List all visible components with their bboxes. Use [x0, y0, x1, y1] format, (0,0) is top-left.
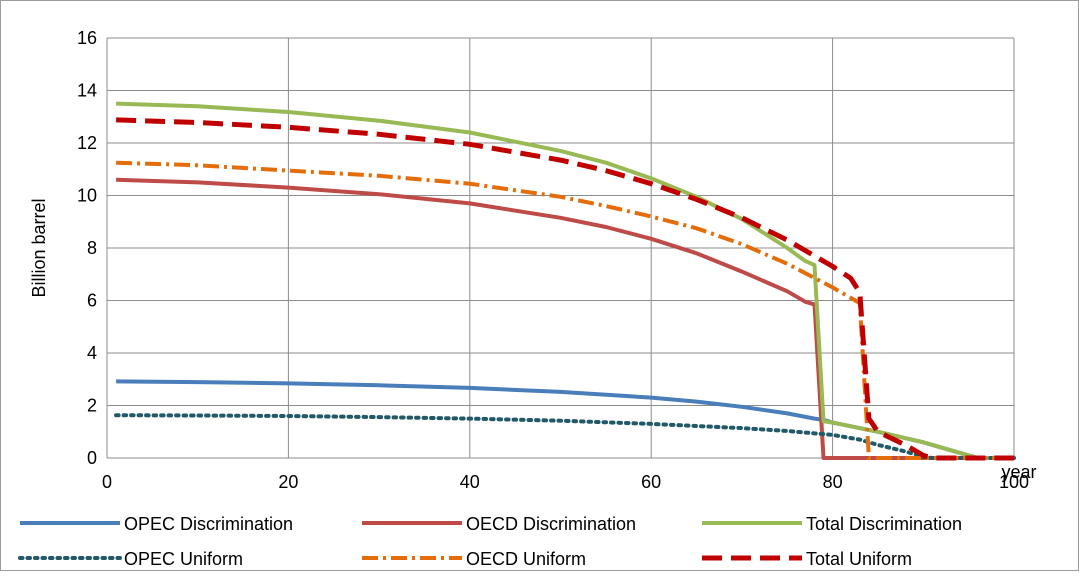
y-tick-label: 4: [87, 343, 97, 363]
x-tick-label: 0: [102, 472, 112, 492]
legend-item: OPEC Uniform: [18, 549, 243, 569]
x-tick-label: 80: [823, 472, 843, 492]
series-line-opec-uniform: [114, 413, 1016, 460]
y-tick-label: 8: [87, 238, 97, 258]
x-tick-label: 60: [641, 472, 661, 492]
legend-label: OPEC Uniform: [124, 549, 243, 569]
series-line-total-discrimination: [116, 101, 1014, 460]
y-tick-label: 14: [77, 81, 97, 101]
axes: 0 2 4 6 8 10 12 14 16 0 20 40 60 80 100: [77, 28, 1029, 492]
legend-item: Total Discrimination: [702, 514, 962, 534]
legend-item: Total Uniform: [702, 549, 912, 569]
legend-label: Total Discrimination: [806, 514, 962, 534]
x-axis-label: year: [1001, 462, 1036, 482]
legend-label: Total Uniform: [806, 549, 912, 569]
legend-item: OECD Discrimination: [362, 514, 636, 534]
legend-item: OECD Uniform: [362, 549, 586, 569]
y-tick-label: 6: [87, 291, 97, 311]
x-tick-label: 20: [278, 472, 298, 492]
legend-item: OPEC Discrimination: [20, 514, 293, 534]
y-tick-label: 10: [77, 186, 97, 206]
series-line-oecd-uniform: [116, 160, 1014, 460]
y-tick-label: 12: [77, 133, 97, 153]
legend-label: OPEC Discrimination: [124, 514, 293, 534]
series-lines: [114, 101, 1016, 461]
y-tick-label: 16: [77, 28, 97, 48]
legend: OPEC Discrimination OECD Discrimination To…: [18, 514, 962, 569]
legend-label: OECD Uniform: [466, 549, 586, 569]
x-tick-label: 100: [999, 472, 1029, 492]
legend-label: OECD Discrimination: [466, 514, 636, 534]
y-tick-label: 2: [87, 396, 97, 416]
y-axis-label: Billion barrel: [29, 198, 49, 297]
axis-labels: Billion barrel year: [29, 198, 1037, 482]
y-tick-label: 0: [87, 448, 97, 468]
series-line-oecd-discrimination: [116, 177, 1014, 460]
x-tick-label: 40: [460, 472, 480, 492]
series-line-total-uniform: [116, 117, 1014, 461]
